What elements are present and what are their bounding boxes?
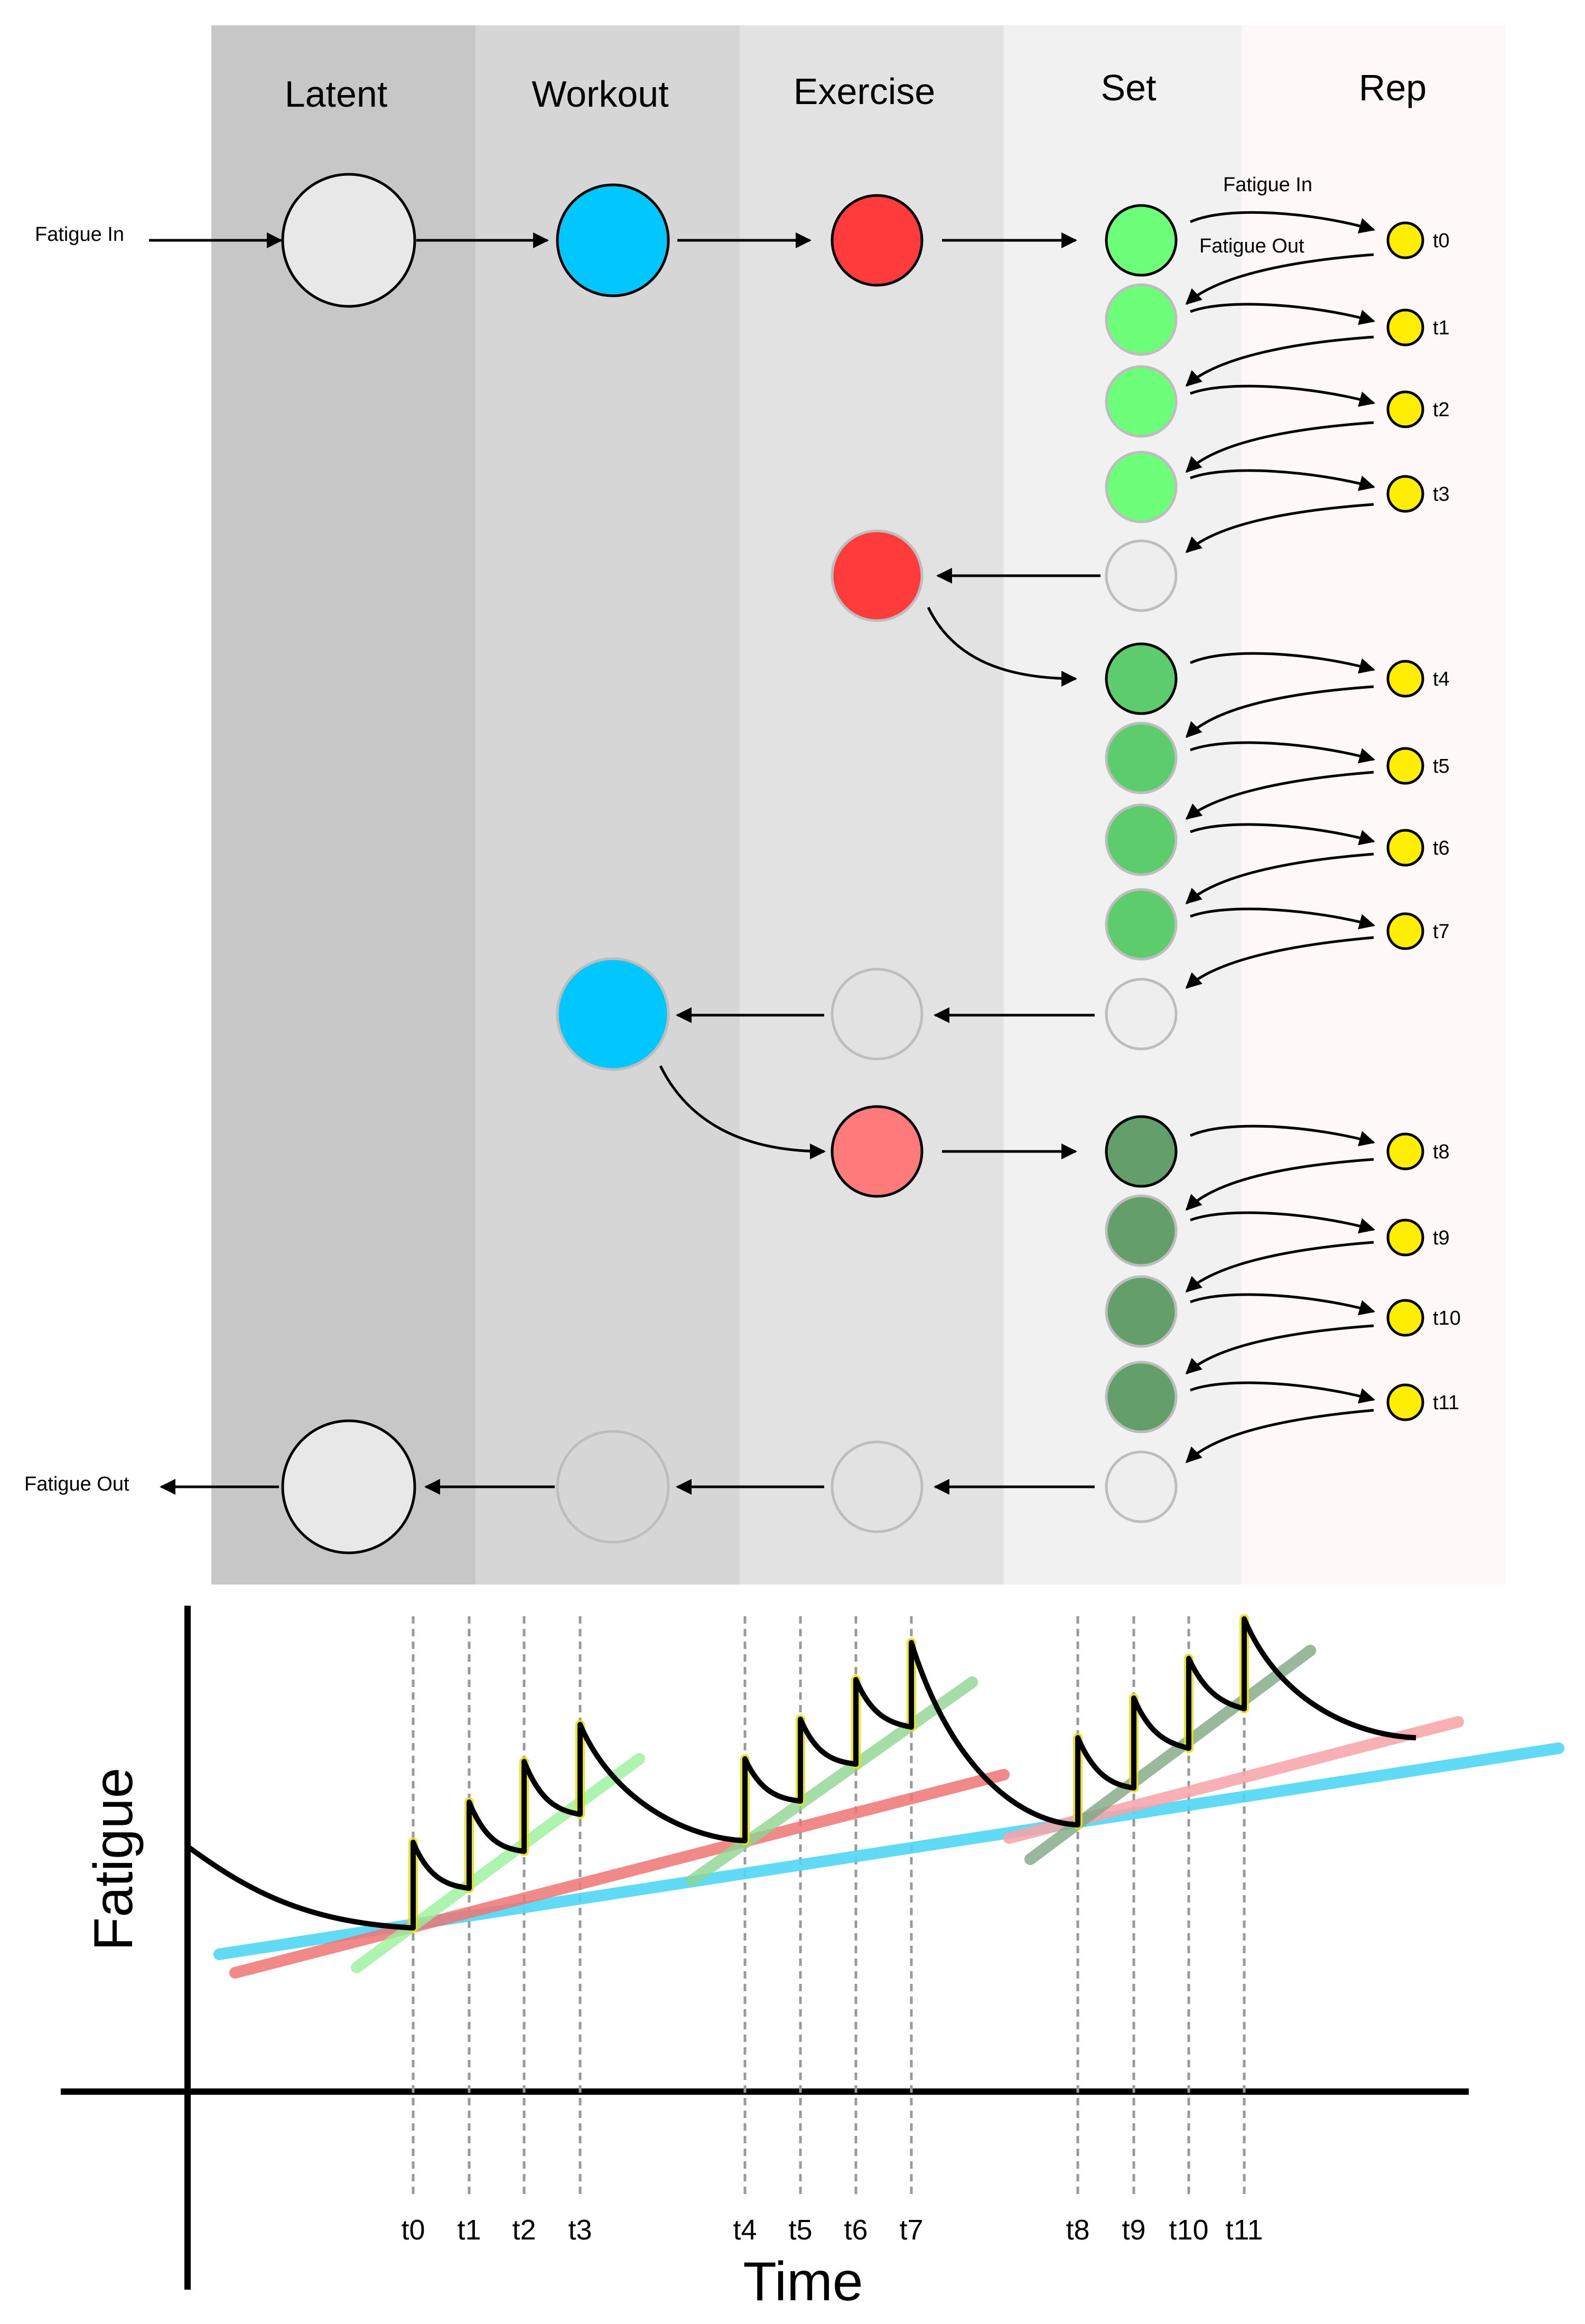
set-node: [1105, 1115, 1178, 1188]
rep-exchange-arrows: [1185, 211, 1375, 1464]
x-tick-label: t0: [401, 2214, 425, 2246]
time-guides: [412, 1616, 1246, 2197]
x-tick-label: t11: [1225, 2214, 1263, 2246]
workout-node-2: [556, 957, 670, 1071]
x-tick-label: t10: [1169, 2214, 1208, 2246]
rep-node: [1386, 912, 1424, 950]
workout-node-empty: [556, 1430, 670, 1544]
rep-node: [1386, 660, 1424, 698]
trend-line-set-3: [1024, 1645, 1316, 1865]
set-nodes: [1105, 204, 1178, 1523]
rep-label: t5: [1433, 755, 1450, 777]
rep-node: [1386, 1219, 1424, 1257]
rep-node: [1386, 308, 1424, 346]
column-header-set: Set: [1101, 67, 1156, 108]
flow-arrows: [149, 232, 1101, 1495]
latent-node-end: [281, 1419, 416, 1554]
x-tick-label: t9: [1122, 2214, 1145, 2246]
set-node: [1105, 888, 1178, 961]
x-axis-label: Time: [743, 2251, 863, 2312]
rep-fatigue-out-label: Fatigue Out: [1199, 235, 1304, 257]
fatigue-in-label: Fatigue In: [35, 223, 124, 246]
set-node-empty: [1105, 1450, 1178, 1523]
exercise-node-empty-2: [831, 1440, 924, 1533]
rep-label: t3: [1433, 483, 1450, 505]
rep-label: t1: [1433, 317, 1450, 339]
rep-node: [1386, 1299, 1424, 1337]
set-node: [1105, 204, 1178, 277]
set-node-empty: [1105, 539, 1178, 612]
x-tick-label: t3: [568, 2214, 592, 2246]
exercise-node-2: [831, 529, 924, 622]
set-node: [1105, 721, 1178, 794]
rep-label: t9: [1433, 1227, 1450, 1249]
column-header-workout: Workout: [532, 73, 668, 115]
set-node-empty: [1105, 978, 1178, 1051]
column-header-latent: Latent: [285, 73, 388, 115]
x-tick-label: t6: [844, 2214, 868, 2246]
fatigue-out-label: Fatigue Out: [24, 1473, 129, 1495]
rep-nodes: [1386, 221, 1424, 1421]
column-header-exercise: Exercise: [794, 71, 935, 112]
rep-labels: t0 t1 t2 t3 t4 t5 t6 t7 t8 t9 t10 t11: [1433, 230, 1461, 1414]
rep-node: [1386, 829, 1424, 867]
column-band-rep: [1242, 25, 1506, 1585]
rep-spikes: [408, 1614, 1249, 1933]
rep-label: t10: [1433, 1307, 1461, 1329]
set-node: [1105, 365, 1178, 438]
x-tick-label: t1: [457, 2214, 481, 2246]
rep-node: [1386, 747, 1424, 785]
rep-node: [1386, 1383, 1424, 1421]
exercise-node-1: [831, 194, 924, 287]
rep-label: t11: [1433, 1392, 1459, 1414]
rep-label: t2: [1433, 399, 1450, 421]
workout-node-1: [556, 183, 670, 297]
x-tick-label: t7: [899, 2214, 923, 2246]
fatigue-curve: [188, 1616, 1416, 1931]
rep-node: [1386, 1132, 1424, 1170]
x-tick-labels: t0 t1 t2 t3 t4 t5 t6 t7 t8 t9 t10 t11: [401, 2214, 1263, 2246]
y-axis-label: Fatigue: [83, 1768, 144, 1951]
rep-label: t0: [1433, 230, 1450, 252]
set-node: [1105, 1361, 1178, 1433]
x-tick-label: t5: [788, 2214, 812, 2246]
rep-node: [1386, 475, 1424, 513]
fatigue-chart: Fatigue Time t0 t1 t2 t3 t4 t5 t6 t7 t8 …: [61, 1606, 1564, 2312]
rep-node: [1386, 390, 1424, 428]
trend-line-set-2: [686, 1676, 978, 1886]
rep-fatigue-in-label: Fatigue In: [1223, 174, 1312, 196]
exercise-node-3: [831, 1105, 924, 1198]
set-node: [1105, 1194, 1178, 1267]
x-tick-label: t8: [1066, 2214, 1089, 2246]
set-node: [1105, 642, 1178, 715]
trend-line-workout-1: [229, 1769, 1010, 1979]
set-node: [1105, 1275, 1178, 1348]
trend-line-set-1: [351, 1753, 645, 1973]
latent-node-start: [281, 173, 416, 308]
set-node: [1105, 803, 1178, 876]
rep-node: [1386, 221, 1424, 259]
x-tick-label: t2: [512, 2214, 536, 2246]
column-header-rep: Rep: [1359, 67, 1426, 108]
rep-label: t6: [1433, 837, 1450, 859]
exercise-node-empty-1: [831, 968, 924, 1061]
rep-label: t7: [1433, 921, 1450, 943]
x-tick-label: t4: [733, 2214, 757, 2246]
rep-label: t4: [1433, 668, 1450, 690]
set-node: [1105, 283, 1178, 356]
rep-label: t8: [1433, 1141, 1450, 1163]
set-node: [1105, 451, 1178, 523]
